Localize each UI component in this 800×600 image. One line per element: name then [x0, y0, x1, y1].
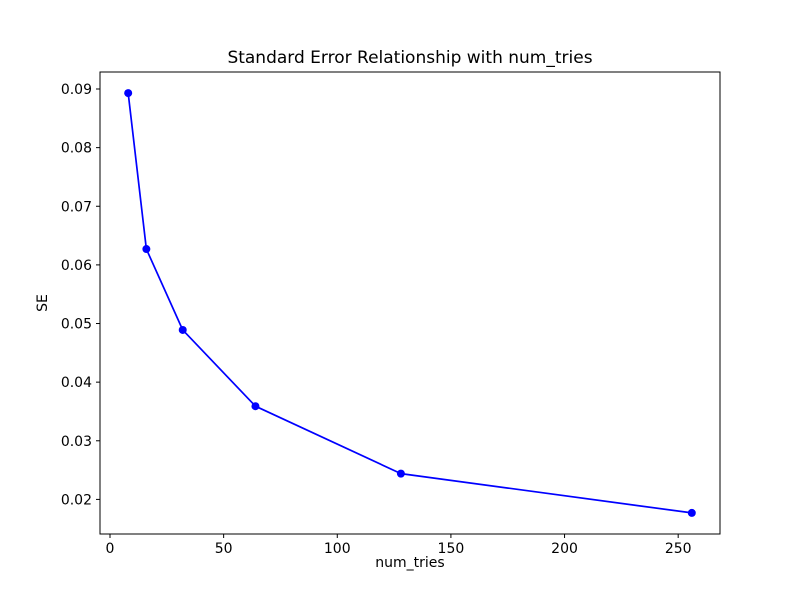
y-tick-label: 0.05	[61, 317, 92, 333]
data-point-marker	[687, 508, 696, 517]
y-tick-label: 0.02	[61, 492, 92, 508]
axes-box	[99, 71, 721, 535]
y-tick-label: 0.08	[61, 141, 92, 157]
series-line	[127, 93, 692, 514]
chart-title: Standard Error Relationship with num_tri…	[227, 48, 592, 68]
y-tick-label: 0.09	[61, 82, 92, 98]
x-tick-label: 100	[324, 541, 351, 557]
data-point-marker	[178, 325, 187, 334]
axes-layer: 0 50 100 150 200 250 0.02 0.03 0.04 0.05 0.06 0.07 0…	[61, 71, 721, 557]
y-axis-label: SE	[35, 294, 51, 312]
data-point-marker	[124, 89, 133, 98]
y-tick-label: 0.06	[61, 258, 92, 274]
x-tick-label: 200	[551, 541, 578, 557]
x-tick-label: 50	[215, 541, 233, 557]
data-point-marker	[396, 469, 405, 478]
x-tick-label: 150	[438, 541, 465, 557]
y-tick-label: 0.07	[61, 199, 92, 215]
x-tick-label: 250	[665, 541, 692, 557]
data-point-marker	[251, 402, 260, 411]
x-tick-label: 0	[106, 541, 115, 557]
y-tick-label: 0.04	[61, 375, 92, 391]
data-point-marker	[142, 245, 151, 254]
y-tick-label: 0.03	[61, 434, 92, 450]
x-axis-label: num_tries	[375, 555, 444, 571]
